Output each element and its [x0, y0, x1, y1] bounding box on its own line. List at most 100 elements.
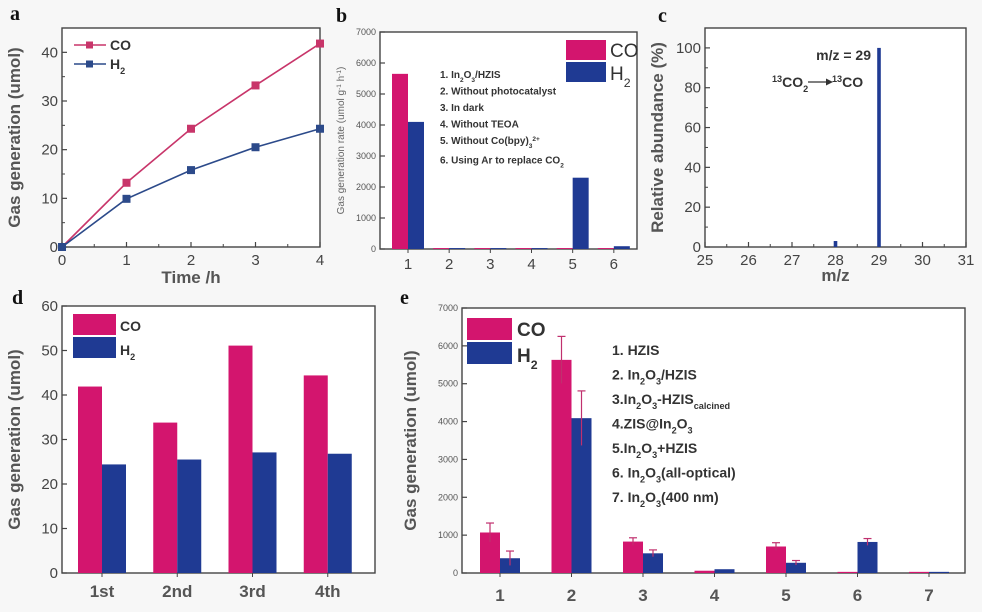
y-tick-label: 100 — [676, 40, 701, 57]
data-point-co — [187, 124, 195, 133]
bar-co — [515, 248, 532, 249]
legend-swatch-co — [566, 40, 606, 60]
bar-h2 — [786, 562, 806, 573]
data-point-h2 — [122, 194, 131, 203]
x-axis-title: Time /h — [161, 268, 220, 287]
legend-marker — [86, 60, 93, 68]
x-tick-label: 27 — [784, 252, 801, 269]
data-point-h2 — [187, 166, 195, 175]
legend-marker — [86, 41, 93, 49]
x-axis-title: m/z — [821, 266, 849, 285]
x-tick-label: 4th — [315, 582, 341, 601]
y-tick-label: 10 — [41, 521, 58, 538]
bar-co — [392, 73, 408, 249]
y-tick-label: 40 — [41, 44, 58, 61]
y-tick-label: 5000 — [438, 379, 458, 389]
y-tick-label: 60 — [41, 298, 58, 315]
plot-area — [704, 27, 967, 248]
plot-area — [61, 27, 321, 248]
y-axis-title: Gas generation (umol) — [5, 349, 24, 529]
bar-co — [303, 375, 328, 573]
y-tick-label: 1000 — [438, 530, 458, 540]
annotation-reactant: 13CO2 — [772, 74, 808, 94]
legend-label: H2 — [517, 346, 538, 372]
x-tick-label: 1 — [404, 256, 412, 273]
y-tick-label: 1000 — [356, 213, 376, 223]
bar-co — [694, 570, 715, 573]
legend-label: CO — [120, 318, 141, 334]
bar-h2 — [449, 248, 466, 249]
y-tick-label: 6000 — [356, 58, 376, 68]
legend-swatch-h2 — [73, 337, 116, 358]
y-tick-label: 6000 — [438, 341, 458, 351]
bar-h2 — [177, 459, 202, 573]
bar-h2 — [531, 248, 548, 249]
x-tick-label: 5 — [781, 586, 790, 605]
x-tick-label: 1 — [122, 252, 130, 269]
x-tick-label: 2 — [445, 256, 453, 273]
y-tick-label: 40 — [41, 387, 58, 404]
y-tick-label: 20 — [41, 476, 58, 493]
x-tick-label: 0 — [58, 252, 66, 269]
x-tick-label: 7 — [924, 586, 933, 605]
panel-letter-d: d — [12, 287, 23, 309]
bar-co — [474, 248, 491, 249]
x-tick-label: 3 — [638, 586, 647, 605]
data-point-co — [251, 81, 260, 90]
bar-co — [78, 386, 102, 573]
x-tick-label: 28 — [827, 252, 844, 269]
y-tick-label: 20 — [41, 142, 58, 159]
x-tick-label: 2 — [187, 252, 195, 269]
x-tick-label: 6 — [853, 586, 862, 605]
y-tick-label: 10 — [41, 190, 58, 207]
panel-c-mass-spectrum: 0 20 40 60 80 100 25 26 27 28 29 30 31 m/z Relative ab… — [648, 27, 974, 285]
bar-co — [556, 248, 573, 249]
spectrum-peak — [877, 47, 881, 248]
y-tick-label: 0 — [50, 565, 58, 582]
bar-h2 — [714, 569, 735, 573]
y-tick-label: 0 — [371, 244, 376, 254]
reaction-arrow-head — [826, 78, 833, 86]
annotation-mz: m/z = 29 — [816, 47, 871, 63]
legend-swatch-co — [467, 318, 512, 340]
bar-h2 — [102, 464, 126, 573]
y-tick-label: 4000 — [438, 417, 458, 427]
panel-a-line-chart: 0 10 20 30 40 0 1 2 3 4 Time /h Gas generation (umo… — [5, 27, 324, 287]
x-tick-label: 1st — [90, 582, 115, 601]
annotation-item: 6. In2O3(all-optical) — [612, 465, 736, 485]
legend-label: H2 — [110, 56, 125, 76]
x-tick-label: 4 — [316, 252, 324, 269]
y-tick-label: 2000 — [438, 492, 458, 502]
annotation-item: 6. Using Ar to replace CO2 — [440, 156, 564, 170]
bar-h2 — [929, 571, 949, 573]
x-tick-label: 26 — [740, 252, 757, 269]
legend-label: CO — [517, 320, 546, 341]
x-tick-label: 3 — [251, 252, 259, 269]
y-tick-label: 3000 — [356, 151, 376, 161]
panel-letter-c: c — [658, 5, 667, 27]
annotation-item: 5.In2O3+HZIS — [612, 440, 697, 460]
bar-co — [837, 571, 858, 573]
panel-letter-b: b — [336, 5, 347, 27]
panel-e-comparison-bar-chart: 0 1000 2000 3000 4000 5000 6000 7000 1 2 3 4 5 6 7 Gas … — [401, 303, 966, 605]
panel-b-bar-chart: 0 1000 2000 3000 4000 5000 6000 7000 1 2 3 4 5 6 Gas g… — [336, 27, 639, 273]
y-tick-label: 30 — [41, 432, 58, 449]
annotation-item: 4. Without TEOA — [440, 120, 519, 131]
y-axis-title: Gas generation (umol) — [5, 47, 24, 227]
x-tick-label: 4 — [710, 586, 720, 605]
bar-co — [153, 422, 178, 573]
bar-co — [623, 541, 643, 573]
y-tick-label: 7000 — [438, 303, 458, 313]
y-tick-label: 3000 — [438, 454, 458, 464]
legend-swatch-h2 — [566, 62, 606, 82]
annotation-item: 1. HZIS — [612, 342, 659, 358]
y-tick-label: 80 — [684, 80, 701, 97]
annotation-item: 7. In2O3(400 nm) — [612, 489, 719, 509]
bar-co — [909, 571, 929, 573]
y-axis-title: Gas generation rate (umol g-1 h-1) — [336, 67, 348, 215]
x-tick-label: 5 — [568, 256, 576, 273]
bar-co — [597, 248, 614, 249]
panel-letter-e: e — [400, 287, 409, 309]
y-tick-label: 40 — [684, 159, 701, 176]
